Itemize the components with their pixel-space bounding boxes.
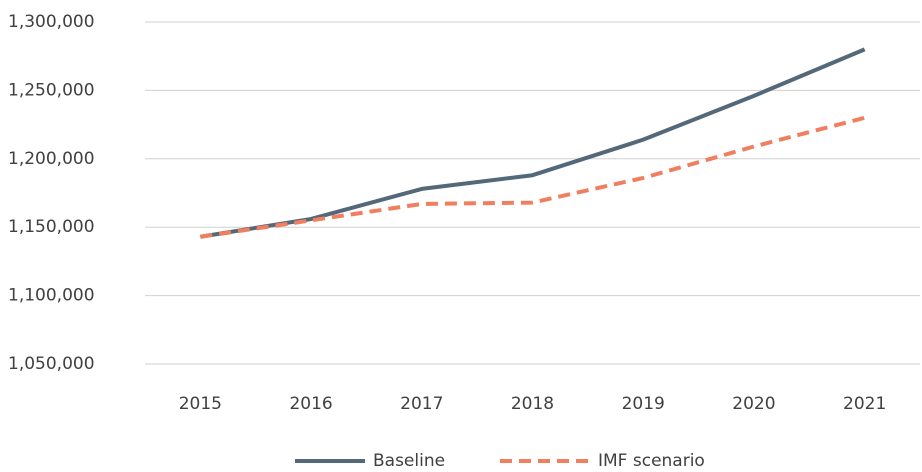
series-line <box>200 115 866 239</box>
x-tick-label: 2019 <box>622 394 665 414</box>
x-tick-label: 2016 <box>289 394 332 414</box>
y-tick-label: 1,150,000 <box>8 217 95 237</box>
x-tick-label: 2017 <box>400 394 443 414</box>
y-tick-label: 1,050,000 <box>8 354 95 374</box>
x-tick-label: 2020 <box>732 394 775 414</box>
y-tick-label: 1,200,000 <box>8 149 95 169</box>
x-tick-label: 2018 <box>511 394 554 414</box>
x-tick-label: 2015 <box>179 394 222 414</box>
x-tick-label: 2021 <box>843 394 886 414</box>
legend-label: Baseline <box>373 451 445 471</box>
y-tick-label: 1,300,000 <box>8 12 95 32</box>
legend-label: IMF scenario <box>598 451 705 471</box>
y-tick-label: 1,100,000 <box>8 286 95 306</box>
series-line <box>200 47 866 239</box>
y-tick-label: 1,250,000 <box>8 80 95 100</box>
